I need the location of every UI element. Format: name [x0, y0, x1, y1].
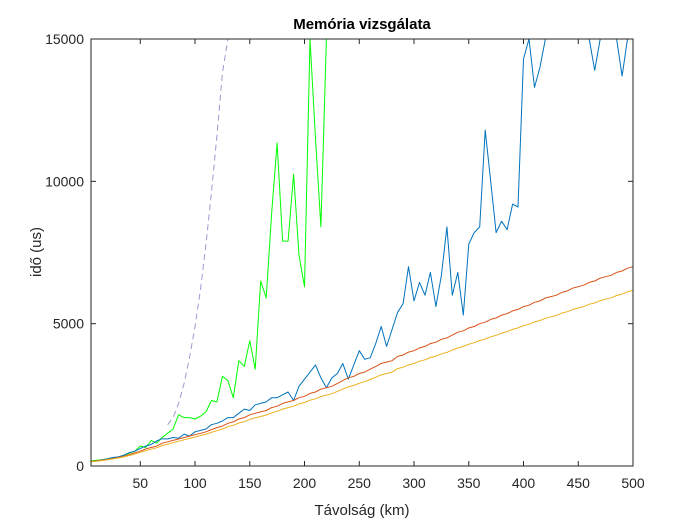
y-axis-label: idő (us) — [28, 227, 45, 277]
axes-box — [90, 38, 634, 467]
series-line-3 — [90, 266, 634, 462]
x-tick-label: 150 — [238, 475, 262, 491]
series-layer — [90, 38, 634, 463]
series-line-5 — [167, 38, 229, 426]
y-axis: 0 5000 10000 15000 — [45, 31, 633, 474]
series-line-4 — [90, 289, 634, 463]
plot-area — [90, 38, 634, 467]
x-tick-label: 200 — [293, 475, 317, 491]
chart-title: Memória vizsgálata — [293, 16, 431, 33]
axes-background — [91, 39, 633, 466]
x-tick-label: 450 — [567, 475, 591, 491]
x-tick-label: 500 — [621, 475, 645, 491]
x-axis-label: Távolság (km) — [314, 502, 409, 519]
y-tick-label: 15000 — [45, 31, 84, 47]
x-tick-label: 400 — [512, 475, 536, 491]
x-tick-label: 300 — [402, 475, 426, 491]
y-tick-label: 0 — [76, 458, 84, 474]
y-tick-label: 10000 — [45, 173, 84, 189]
y-tick-label: 5000 — [53, 316, 84, 332]
x-axis: 50 100 150 200 250 300 350 400 450 500 — [132, 39, 645, 491]
x-tick-label: 100 — [183, 475, 207, 491]
x-tick-label: 50 — [132, 475, 148, 491]
x-tick-label: 250 — [348, 475, 372, 491]
series-line-2 — [90, 38, 633, 463]
x-tick-label: 350 — [457, 475, 481, 491]
